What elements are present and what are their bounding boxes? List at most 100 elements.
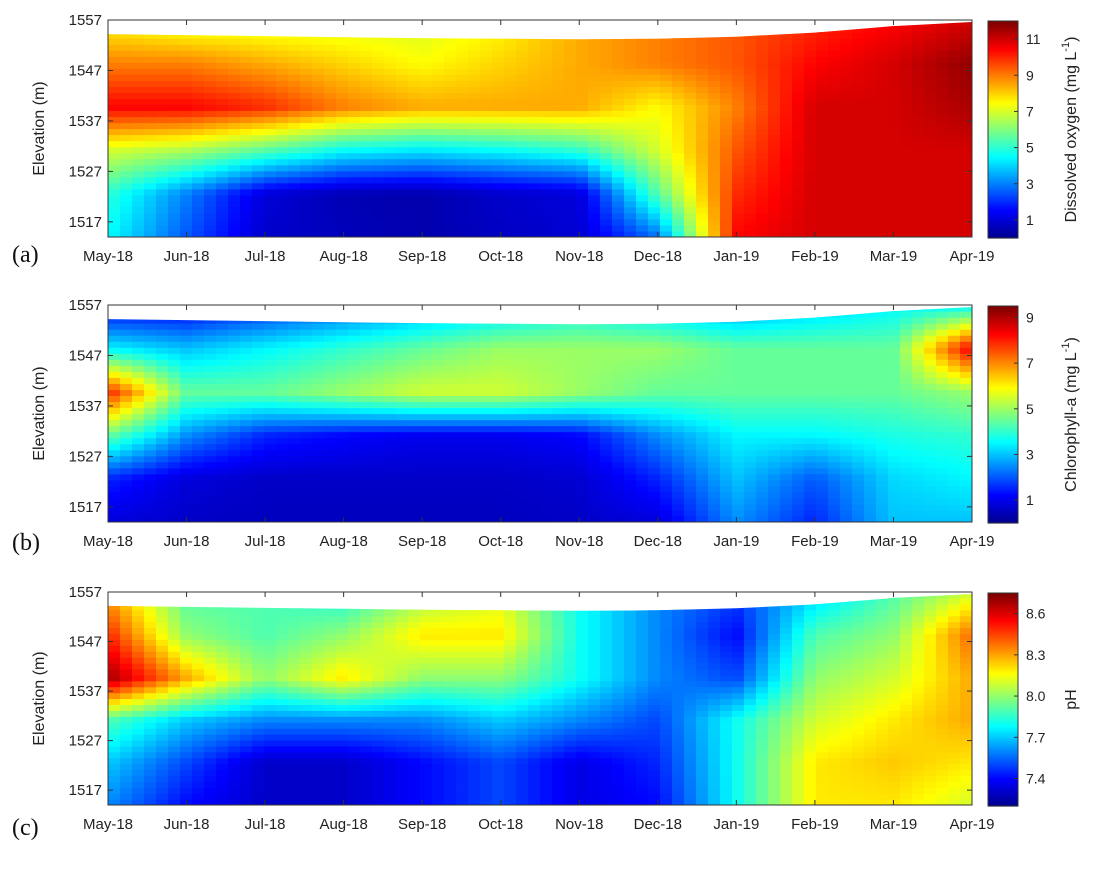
heatmap-cell [144, 359, 157, 366]
heatmap-cell [564, 401, 577, 409]
heatmap-cell [204, 473, 217, 481]
heatmap-cell [396, 365, 409, 372]
heatmap-cell [720, 104, 733, 112]
heatmap-cell [684, 140, 697, 148]
heatmap-cell [756, 413, 769, 421]
heatmap-cell [708, 341, 721, 348]
heatmap-cell [900, 56, 913, 63]
heatmap-cell [444, 32, 457, 39]
heatmap-cell [252, 407, 265, 415]
colorbar-swatch [988, 107, 1018, 111]
heatmap-cell [948, 110, 961, 118]
heatmap-cell [732, 176, 745, 184]
heatmap-cell [864, 50, 877, 57]
colorbar-swatch [988, 37, 1018, 40]
heatmap-cell [660, 371, 673, 378]
heatmap-cell [360, 62, 373, 69]
heatmap-cell [576, 134, 589, 142]
heatmap-cell [180, 491, 193, 499]
heatmap-cell [540, 38, 553, 45]
heatmap-cell [264, 485, 277, 493]
heatmap-cell [720, 431, 733, 439]
heatmap-cell [504, 146, 517, 154]
heatmap-cell [324, 455, 337, 463]
heatmap-cell [840, 224, 853, 232]
heatmap-cell [672, 467, 685, 475]
heatmap-cell [948, 50, 961, 57]
heatmap-cell [840, 347, 853, 354]
heatmap-cell [624, 479, 637, 487]
heatmap-cell [816, 194, 829, 202]
heatmap-cell [588, 419, 601, 427]
heatmap-cell [936, 158, 949, 166]
heatmap-cell [168, 431, 181, 439]
heatmap-cell [336, 152, 349, 160]
heatmap-cell [216, 431, 229, 439]
heatmap-cell [276, 26, 289, 33]
heatmap-cell [708, 32, 721, 39]
heatmap-cell [792, 419, 805, 427]
heatmap-cell [204, 38, 217, 45]
heatmap-cell [540, 335, 553, 342]
heatmap-cell [756, 389, 769, 397]
heatmap-cell [816, 224, 829, 232]
heatmap-cell [348, 50, 361, 57]
heatmap-cell [708, 134, 721, 142]
heatmap-cell [804, 461, 817, 469]
heatmap-cell [396, 449, 409, 457]
heatmap-cell [300, 413, 313, 421]
heatmap-cell [960, 116, 972, 124]
heatmap-cell [672, 26, 685, 33]
heatmap-cell [324, 461, 337, 469]
heatmap-cell [516, 194, 529, 202]
heatmap-cell [912, 62, 925, 69]
heatmap-cell [396, 224, 409, 232]
heatmap-cell [576, 347, 589, 354]
heatmap-cell [480, 365, 493, 372]
colorbar-swatch [988, 201, 1018, 205]
heatmap-cell [144, 38, 157, 45]
heatmap-cell [708, 437, 721, 445]
heatmap-cell [204, 485, 217, 493]
heatmap-cell [720, 146, 733, 154]
heatmap-cell [264, 92, 277, 99]
heatmap-cell [780, 98, 793, 105]
heatmap-cell [396, 509, 409, 517]
heatmap-cell [324, 206, 337, 214]
heatmap-cell [108, 74, 121, 81]
heatmap-cell [180, 68, 193, 75]
heatmap-cell [864, 116, 877, 124]
heatmap-cell [852, 62, 865, 69]
heatmap-cell [756, 32, 769, 39]
heatmap-cell [924, 188, 937, 196]
heatmap-cell [924, 50, 937, 57]
heatmap-cell [300, 491, 313, 499]
heatmap-cell [480, 152, 493, 160]
heatmap-cell [444, 164, 457, 172]
heatmap-cell [348, 206, 361, 214]
heatmap-cell [876, 509, 889, 517]
heatmap-cell [264, 170, 277, 178]
heatmap-cell [648, 170, 661, 178]
heatmap-cell [348, 134, 361, 142]
heatmap-cell [912, 122, 925, 130]
heatmap-cell [120, 353, 133, 360]
heatmap-cell [432, 467, 445, 475]
heatmap-cell [636, 383, 649, 390]
heatmap-cell [456, 431, 469, 439]
heatmap-cell [432, 401, 445, 409]
heatmap-cell [204, 389, 217, 397]
heatmap-cell [432, 56, 445, 63]
heatmap-cell [300, 218, 313, 226]
heatmap-cell [360, 401, 373, 409]
heatmap-cell [420, 383, 433, 390]
heatmap-cell [324, 176, 337, 184]
heatmap-cell [756, 365, 769, 372]
heatmap-cell [348, 407, 361, 415]
heatmap-cell [732, 359, 745, 366]
colorbar-swatch [988, 86, 1018, 89]
heatmap-cell [216, 56, 229, 63]
heatmap-cell [408, 22, 421, 27]
heatmap-cell [120, 146, 133, 154]
heatmap-cell [348, 389, 361, 397]
